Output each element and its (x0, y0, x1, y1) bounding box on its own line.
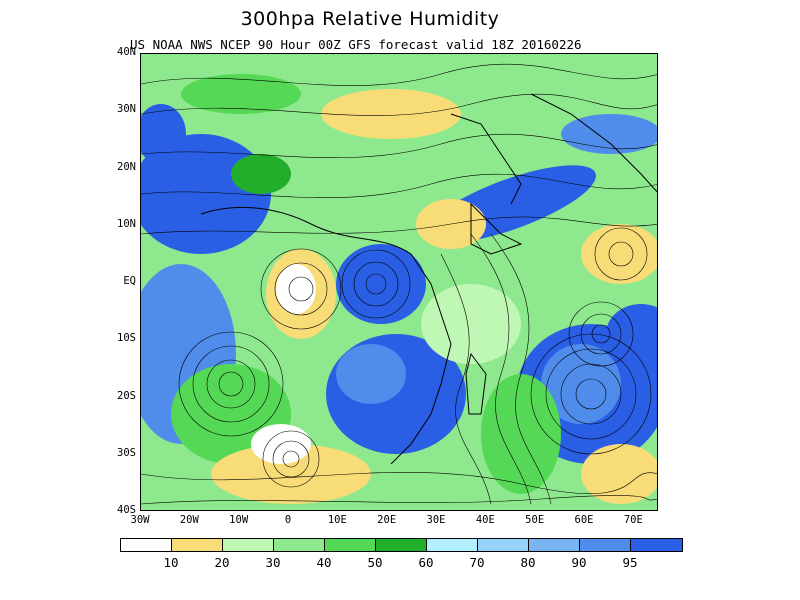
lon-tick-label: 20E (377, 514, 397, 526)
lon-tick-label: 30W (130, 514, 150, 526)
colorbar-segment (223, 539, 274, 551)
colorbar-tick-label: 30 (265, 555, 281, 570)
colorbar-tick-label: 90 (571, 555, 587, 570)
colorbar-segment (529, 539, 580, 551)
colorbar-tick-label: 40 (316, 555, 332, 570)
colorbar-tick-label: 70 (469, 555, 485, 570)
colorbar-tick-label: 80 (520, 555, 536, 570)
humidity-blobs (141, 74, 657, 504)
colorbar-segment (121, 539, 172, 551)
lon-tick-label: 60E (574, 514, 594, 526)
colorbar-segment (325, 539, 376, 551)
lat-tick-label: 20N (117, 160, 136, 173)
lon-tick-label: 70E (623, 514, 643, 526)
lat-tick-label: 10N (117, 217, 136, 230)
lon-tick-label: 50E (525, 514, 545, 526)
colorbar-tick-label: 50 (367, 555, 383, 570)
lat-tick-label: 40S (117, 504, 136, 516)
lat-tick-label: EQ (123, 275, 136, 287)
colorbar-tick-label: 10 (163, 555, 179, 570)
lon-tick-label: 20W (179, 514, 199, 526)
lat-tick-label: 10S (117, 332, 136, 345)
colorbar-segment (427, 539, 478, 551)
colorbar-tick-label: 60 (418, 555, 434, 570)
lon-tick-label: 10W (229, 514, 249, 526)
lat-tick-label: 30N (117, 103, 136, 116)
humidity-map (140, 53, 658, 511)
chart-title: 300hpa Relative Humidity (240, 8, 500, 30)
colorbar-tick-label: 95 (622, 555, 638, 570)
colorbar-segment (274, 539, 325, 551)
lon-tick-label: 0 (284, 514, 292, 526)
chart-subtitle: US NOAA NWS NCEP 90 Hour 00Z GFS forecas… (130, 37, 582, 52)
colorbar-segment (376, 539, 427, 551)
lat-tick-label: 20S (117, 389, 136, 402)
humidity-field-svg (141, 54, 657, 510)
lat-tick-label: 40N (117, 46, 136, 58)
streamlines (141, 63, 657, 505)
colorbar-tick-label: 20 (214, 555, 230, 570)
lon-tick-label: 40E (475, 514, 495, 526)
colorbar-segment (631, 539, 682, 551)
lon-tick-label: 10E (327, 514, 347, 526)
colorbar-segment (580, 539, 631, 551)
colorbar-segment (478, 539, 529, 551)
coastlines (200, 93, 657, 465)
lat-tick-label: 30S (117, 446, 136, 459)
colorbar-segment (172, 539, 223, 551)
lon-tick-label: 30E (426, 514, 446, 526)
colorbar (120, 538, 683, 552)
